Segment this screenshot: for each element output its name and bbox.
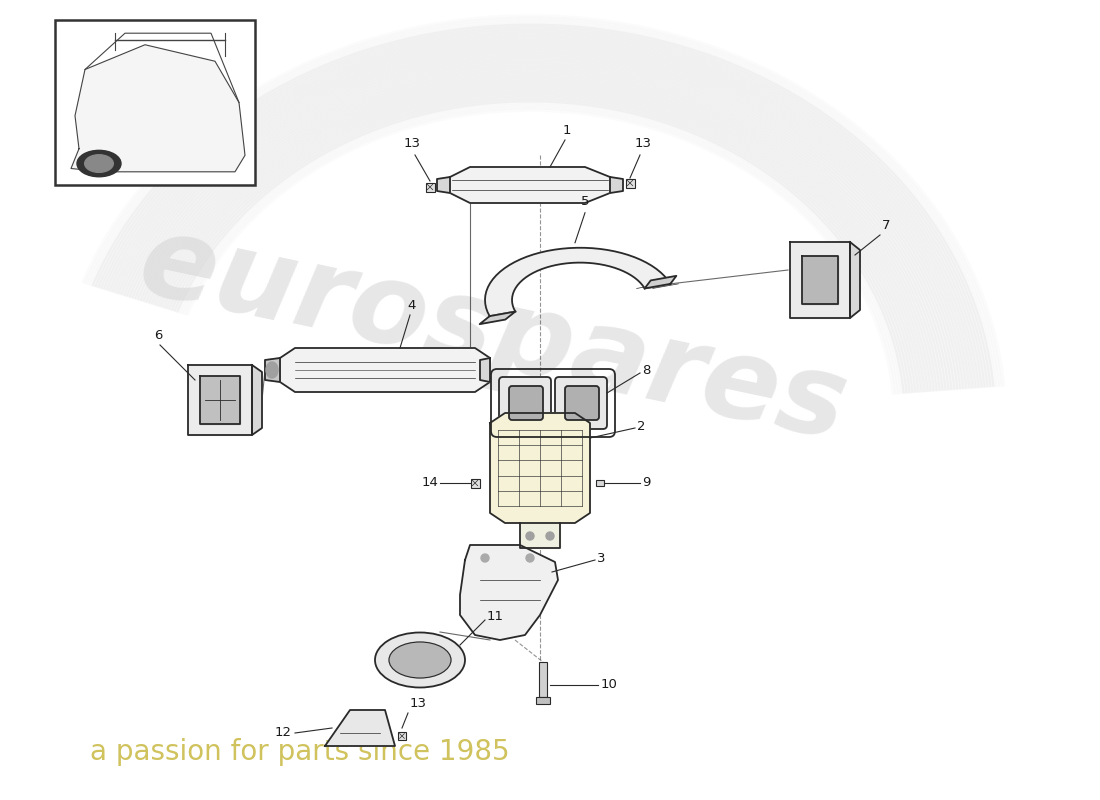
Ellipse shape: [85, 154, 113, 172]
Text: 13: 13: [635, 137, 651, 150]
Text: 8: 8: [642, 365, 650, 378]
Text: eurospares: eurospares: [130, 206, 857, 464]
Circle shape: [481, 554, 490, 562]
Text: 2: 2: [637, 419, 646, 433]
Text: 10: 10: [601, 678, 618, 691]
Polygon shape: [72, 45, 245, 172]
Text: 13: 13: [404, 137, 420, 150]
Text: 13: 13: [410, 697, 427, 710]
Ellipse shape: [375, 633, 465, 687]
Text: 7: 7: [882, 219, 891, 232]
Text: 3: 3: [597, 551, 605, 565]
Bar: [596, 480, 604, 486]
Bar: [398, 732, 406, 740]
Text: 11: 11: [487, 610, 504, 623]
Polygon shape: [324, 710, 395, 746]
Polygon shape: [437, 177, 450, 193]
Ellipse shape: [266, 362, 278, 378]
FancyBboxPatch shape: [556, 377, 607, 429]
Text: 6: 6: [154, 329, 162, 342]
Bar: [471, 478, 480, 487]
Ellipse shape: [389, 642, 451, 678]
Circle shape: [526, 532, 534, 540]
Text: a passion for parts since 1985: a passion for parts since 1985: [90, 738, 509, 766]
Text: 14: 14: [421, 477, 438, 490]
Bar: [55, 20, 255, 185]
Circle shape: [526, 554, 534, 562]
Bar: [626, 178, 635, 187]
Text: 4: 4: [408, 299, 416, 312]
Polygon shape: [188, 365, 252, 435]
FancyBboxPatch shape: [565, 386, 600, 420]
FancyBboxPatch shape: [499, 377, 551, 429]
Polygon shape: [802, 256, 838, 304]
Text: 5: 5: [581, 194, 590, 208]
Polygon shape: [480, 358, 490, 382]
Bar: [539, 662, 547, 697]
Text: 1: 1: [563, 124, 571, 137]
Ellipse shape: [77, 150, 121, 177]
Polygon shape: [200, 376, 240, 424]
Text: 12: 12: [275, 726, 292, 739]
Polygon shape: [280, 348, 490, 392]
Polygon shape: [450, 167, 610, 203]
Polygon shape: [480, 311, 515, 324]
Polygon shape: [610, 177, 623, 193]
Bar: [426, 182, 434, 191]
Polygon shape: [252, 365, 262, 435]
Polygon shape: [265, 358, 280, 382]
Polygon shape: [460, 545, 558, 640]
Text: 9: 9: [642, 477, 650, 490]
Polygon shape: [850, 242, 860, 318]
Polygon shape: [490, 413, 590, 523]
Circle shape: [546, 532, 554, 540]
Bar: [536, 697, 550, 704]
Polygon shape: [520, 523, 560, 548]
Polygon shape: [485, 248, 670, 316]
FancyBboxPatch shape: [509, 386, 543, 420]
Polygon shape: [645, 276, 676, 289]
Polygon shape: [790, 242, 850, 318]
